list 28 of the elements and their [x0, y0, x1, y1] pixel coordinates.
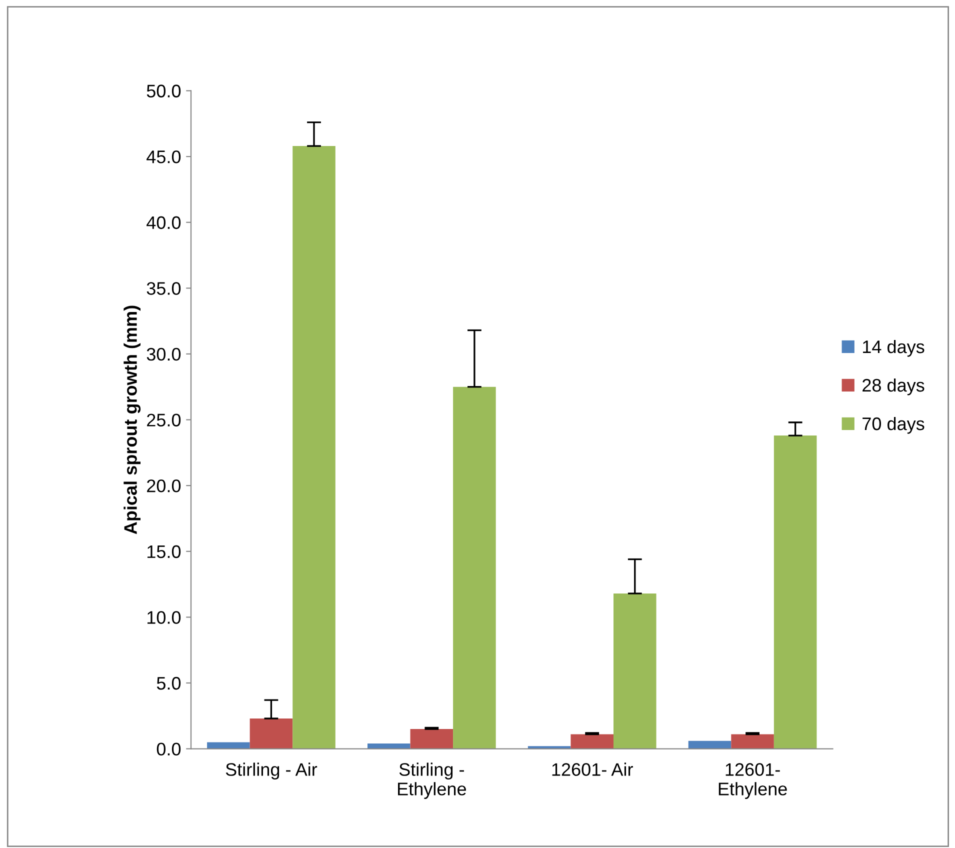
x-tick-label: Stirling - Ethylene	[398, 762, 466, 799]
legend-label: 70 days	[862, 416, 924, 434]
bar	[250, 718, 293, 749]
y-tick-label: 10.0	[148, 611, 181, 624]
y-tick-label: 50.0	[146, 84, 181, 98]
y-tick-label: 5.0	[156, 676, 181, 690]
y-tick-label: 20.0	[147, 480, 181, 492]
y-tick-label: 45.0	[146, 150, 181, 164]
y-tick-label: 35.0	[146, 282, 181, 295]
legend-label: 28 days	[862, 378, 924, 396]
y-tick-label: 15.0	[148, 545, 181, 558]
x-tick-label: 12601- Air	[552, 762, 633, 776]
bar	[410, 729, 454, 749]
bar	[207, 742, 250, 749]
y-tick-label: 25.0	[147, 414, 181, 426]
bar	[731, 734, 774, 749]
y-tick-label: 30.0	[146, 348, 181, 361]
x-tick-label: 12601- Ethylene	[718, 763, 787, 799]
bar	[453, 386, 496, 749]
y-axis-title: Apical sprout growth (mm)	[124, 306, 141, 534]
bar	[774, 436, 817, 749]
legend-label: 14 days	[863, 340, 924, 357]
x-tick-label: Stirling - Air	[226, 762, 318, 780]
y-tick-label: 0.0	[156, 742, 181, 756]
bar	[613, 593, 656, 749]
bar	[292, 146, 336, 749]
y-tick-label: 40.0	[146, 216, 181, 230]
bar	[570, 734, 614, 749]
